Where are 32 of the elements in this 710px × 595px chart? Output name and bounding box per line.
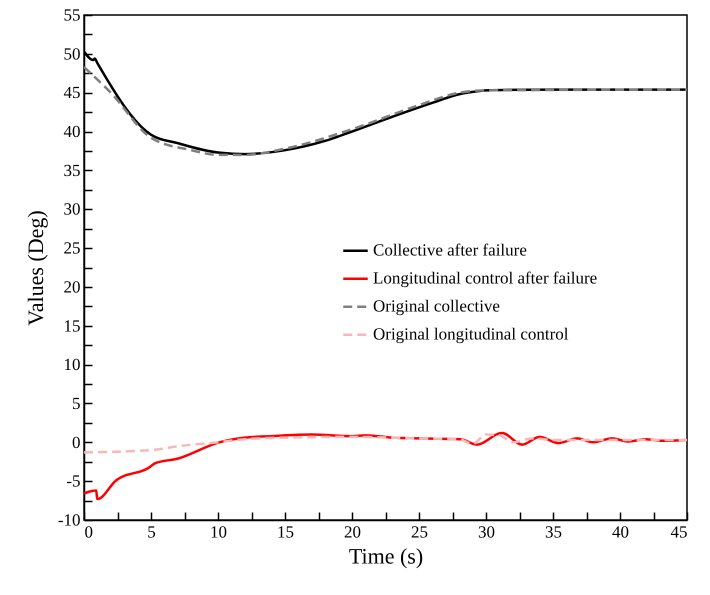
- y-tick-label: 20: [64, 277, 80, 296]
- y-tick-label: 55: [64, 6, 80, 24]
- y-tick-label: -5: [66, 472, 80, 491]
- y-tick-label: 45: [64, 83, 80, 102]
- y-tick-label: 15: [64, 316, 80, 336]
- x-tick-label: 40: [612, 522, 629, 542]
- x-tick-label: 20: [344, 522, 361, 542]
- y-tick-label: -10: [58, 510, 80, 530]
- x-tick-label: 15: [277, 522, 294, 542]
- y-tick-label: 50: [64, 44, 80, 64]
- y-tick-label: 40: [64, 122, 80, 142]
- line-series: [84, 433, 687, 454]
- legend-label: Original longitudinal control: [373, 324, 569, 344]
- y-tick-label: 5: [72, 394, 80, 413]
- x-tick-label: 30: [478, 522, 495, 542]
- legend-label: Original collective: [373, 296, 500, 316]
- y-axis-title: Values (Deg): [22, 210, 48, 326]
- x-tick-label: 10: [210, 522, 227, 542]
- x-tick-label: 45: [670, 522, 688, 542]
- x-tick-label: 5: [147, 522, 156, 542]
- x-tick-label: 0: [84, 522, 93, 542]
- legend-label: Collective after failure: [373, 240, 527, 260]
- y-tick-label: 0: [72, 432, 80, 452]
- y-tick-label: 10: [64, 355, 80, 374]
- x-axis-title: Time (s): [348, 544, 424, 568]
- x-tick-label: 35: [545, 522, 562, 542]
- y-tick-label: 30: [64, 200, 80, 219]
- y-tick-label: 25: [64, 238, 80, 258]
- line-series: [84, 66, 687, 156]
- x-tick-label: 25: [411, 522, 428, 542]
- y-tick-label: 35: [64, 160, 80, 180]
- legend-label: Longitudinal control after failure: [373, 268, 598, 288]
